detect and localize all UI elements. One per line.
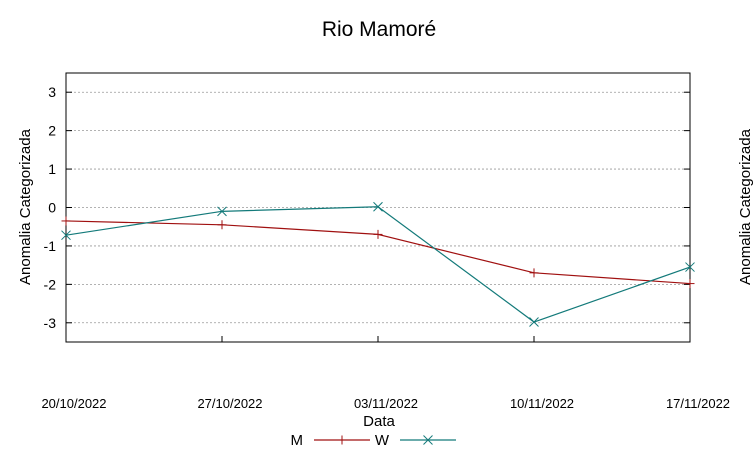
y-tick-label: -1 [44, 238, 57, 254]
y-tick-label: 1 [48, 161, 56, 177]
series-group [61, 201, 695, 327]
series-line-W [65, 206, 691, 323]
legend-marker-M [337, 435, 347, 445]
x-tick-label: 10/11/2022 [510, 396, 574, 411]
data-point-W [529, 317, 539, 327]
y-tick-label: -3 [44, 315, 57, 331]
y-tick-label: -2 [44, 276, 57, 292]
data-point-M [685, 279, 695, 289]
y-axis-ticks: 3 2 1 0 -1 -2 -3 [44, 84, 690, 331]
legend-label-M: M [291, 432, 304, 449]
data-point-M [529, 268, 539, 278]
data-point-W [685, 262, 695, 272]
x-tick-label: 03/11/2022 [354, 396, 418, 411]
data-point-M [61, 216, 71, 226]
legend-marker-W [423, 435, 433, 445]
data-point-M [373, 229, 383, 239]
data-point-M [217, 220, 227, 230]
y-tick-label: 3 [48, 84, 56, 100]
x-tick-label: 20/10/2022 [41, 396, 106, 411]
x-tick-label: 27/10/2022 [197, 396, 262, 411]
legend-label-W: W [375, 432, 390, 449]
x-axis-label: Data [363, 413, 395, 430]
data-point-W [373, 201, 383, 212]
data-point-W [61, 230, 71, 241]
data-point-W [217, 206, 227, 217]
chart-title: Rio Mamoré [322, 18, 436, 41]
x-tick-label: 17/11/2022 [666, 396, 730, 411]
x-axis-ticks: 20/10/2022 27/10/2022 03/11/2022 10/11/2022… [41, 336, 730, 411]
y-tick-label: 0 [48, 200, 56, 216]
y-axis-label-right: Anomalia Categorizada [737, 128, 753, 285]
y-tick-label: 2 [48, 123, 56, 139]
y-axis-label: Anomalia Categorizada [17, 128, 34, 285]
gridlines [66, 91, 690, 324]
